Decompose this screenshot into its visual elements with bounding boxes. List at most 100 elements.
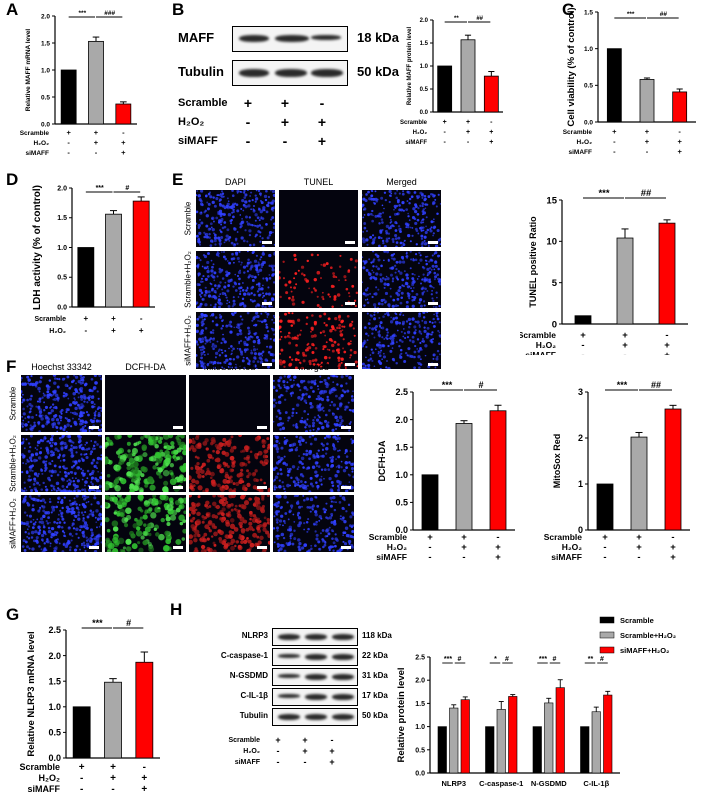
cell-nucleus xyxy=(278,519,283,523)
cell-nucleus xyxy=(354,299,357,302)
cell-nucleus xyxy=(216,194,219,197)
cell-nucleus xyxy=(270,190,272,192)
cell-nucleus xyxy=(62,542,66,546)
cell-nucleus xyxy=(324,452,328,455)
cell-nucleus xyxy=(210,361,214,364)
cell-nucleus xyxy=(28,475,31,478)
cell-nucleus xyxy=(407,212,409,215)
micrograph xyxy=(273,375,354,432)
cell-nucleus xyxy=(77,396,80,399)
cell-nucleus xyxy=(433,194,436,197)
cell-nucleus xyxy=(335,466,338,468)
blot-row-label: C-IL-1β xyxy=(240,691,268,700)
cell-nucleus xyxy=(372,303,377,307)
legend-label: Scramble+H₂O₂ xyxy=(620,631,676,640)
cell-nucleus xyxy=(405,320,409,323)
cell-nucleus xyxy=(175,538,182,545)
cell-nucleus xyxy=(340,466,343,469)
cell-nucleus xyxy=(224,238,228,242)
cell-nucleus xyxy=(252,243,256,247)
cell-nucleus xyxy=(438,331,441,334)
cell-nucleus xyxy=(42,514,46,519)
cell-nucleus xyxy=(176,456,180,461)
cell-nucleus xyxy=(197,238,201,241)
cell-nucleus xyxy=(317,414,320,417)
cell-nucleus xyxy=(423,320,428,325)
cell-nucleus xyxy=(196,461,200,466)
y-tick-label: 0.5 xyxy=(584,83,593,90)
cell-nucleus xyxy=(46,390,50,394)
cell-nucleus xyxy=(232,358,236,361)
cell-nucleus xyxy=(295,283,298,286)
cell-nucleus xyxy=(90,481,93,484)
micrograph-column-label: DCFH-DA xyxy=(125,362,166,372)
cell-nucleus xyxy=(208,529,212,533)
cell-nucleus xyxy=(85,536,88,539)
cell-nucleus xyxy=(140,535,145,540)
cell-nucleus xyxy=(338,404,342,408)
condition-label: siMAFF xyxy=(405,140,427,146)
cell-nucleus xyxy=(386,251,390,254)
cell-nucleus xyxy=(227,365,230,368)
cell-nucleus xyxy=(222,478,228,484)
cell-nucleus xyxy=(248,521,253,526)
cell-nucleus xyxy=(432,305,435,308)
cell-nucleus xyxy=(48,469,52,473)
cell-nucleus xyxy=(276,472,280,476)
cell-nucleus xyxy=(254,357,257,360)
cell-nucleus xyxy=(265,210,269,214)
cell-nucleus xyxy=(221,324,225,328)
cell-nucleus xyxy=(369,354,372,356)
cell-nucleus xyxy=(289,286,293,289)
blot-strip xyxy=(232,60,348,86)
cell-nucleus xyxy=(259,535,264,541)
condition-sign: - xyxy=(245,114,251,130)
y-axis-label: Relative MAFF mRNA level xyxy=(25,29,32,112)
cell-nucleus xyxy=(46,522,50,525)
cell-nucleus xyxy=(75,532,78,536)
cell-nucleus xyxy=(288,296,291,300)
cell-nucleus xyxy=(330,529,334,532)
cell-nucleus xyxy=(22,462,25,464)
cell-nucleus xyxy=(271,216,275,219)
cell-nucleus xyxy=(239,269,241,272)
cell-nucleus xyxy=(410,287,413,290)
y-axis-label: LDH activity (% of control) xyxy=(32,185,43,310)
cell-nucleus xyxy=(256,526,260,531)
cell-nucleus xyxy=(318,415,321,418)
cell-nucleus xyxy=(425,335,429,339)
bar xyxy=(630,436,648,531)
cell-nucleus xyxy=(395,316,398,320)
cell-nucleus xyxy=(291,298,295,302)
cell-nucleus xyxy=(265,190,268,193)
cell-nucleus xyxy=(377,258,381,262)
cell-nucleus xyxy=(37,495,41,497)
cell-nucleus xyxy=(290,395,293,397)
cell-nucleus xyxy=(247,329,251,333)
condition-sign: - xyxy=(581,340,584,351)
cell-nucleus xyxy=(232,243,237,247)
cell-nucleus xyxy=(51,536,53,539)
cell-nucleus xyxy=(163,545,170,551)
cell-nucleus xyxy=(315,481,318,484)
cell-nucleus xyxy=(98,419,102,423)
cell-nucleus xyxy=(68,532,72,536)
cell-nucleus xyxy=(81,542,84,545)
cell-nucleus xyxy=(26,460,29,463)
y-axis-label: Relative MAFF protein level xyxy=(407,26,413,105)
cell-nucleus xyxy=(310,547,313,551)
cell-nucleus xyxy=(429,258,433,262)
condition-sign: - xyxy=(613,147,616,156)
condition-sign: + xyxy=(612,127,617,136)
cell-nucleus xyxy=(411,304,415,308)
cell-nucleus xyxy=(144,526,151,533)
cell-nucleus xyxy=(259,199,262,202)
y-tick-label: 2.0 xyxy=(41,13,50,20)
cell-nucleus xyxy=(380,218,384,221)
cell-nucleus xyxy=(84,527,87,530)
cell-nucleus xyxy=(225,358,229,362)
cell-nucleus xyxy=(213,344,218,348)
cell-nucleus xyxy=(406,225,410,229)
cell-nucleus xyxy=(26,535,29,538)
cell-nucleus xyxy=(248,233,252,237)
